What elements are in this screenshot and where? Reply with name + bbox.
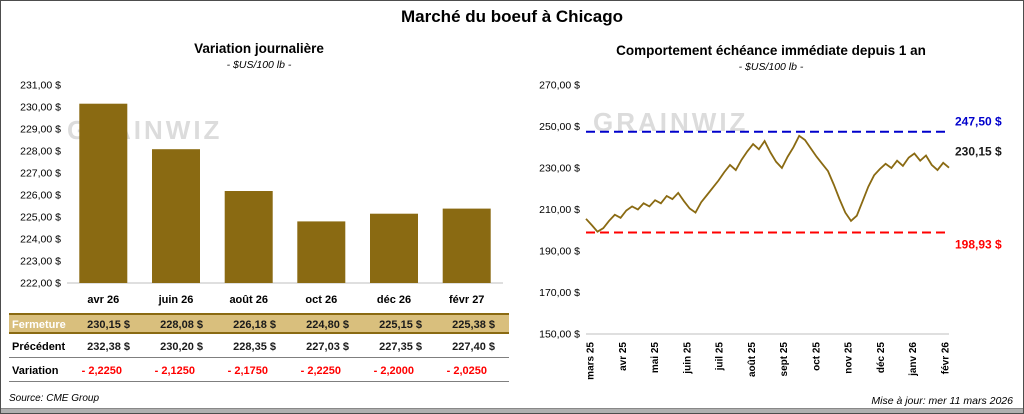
x-tick-label: déc 26 — [377, 294, 411, 306]
x-tick-label: mai 25 — [650, 342, 661, 374]
table-cell: 227,40 $ — [452, 341, 495, 353]
y-tick-label: 224,00 $ — [20, 234, 61, 246]
y-tick-label: 230,00 $ — [539, 163, 580, 175]
price-bar — [152, 149, 200, 283]
y-tick-label: 231,00 $ — [20, 80, 61, 92]
x-tick-label: oct 26 — [305, 294, 337, 306]
price-bar — [79, 103, 128, 283]
x-tick-label: déc 25 — [876, 342, 887, 374]
row-label: Variation — [12, 365, 59, 377]
y-tick-label: 230,00 $ — [20, 102, 61, 114]
x-tick-label: juin 25 — [682, 342, 693, 375]
x-tick-label: avr 25 — [618, 342, 629, 371]
x-tick-label: avr 26 — [87, 294, 119, 306]
daily-variation-bar-chart: 231,00 $ 230,00 $ 229,00 $ 228,00 $ 227,00 $… — [20, 80, 503, 306]
left-chart-title: Variation journalière — [194, 41, 324, 56]
x-tick-label: févr 26 — [941, 342, 952, 375]
y-tick-label: 228,00 $ — [20, 146, 61, 158]
x-tick-label: mars 25 — [586, 342, 597, 380]
table-cell: - 2,0250 — [446, 365, 487, 377]
y-tick-label: 225,00 $ — [20, 212, 61, 224]
source-label: Source: CME Group — [9, 393, 100, 404]
table-cell: - 2,1750 — [227, 365, 268, 377]
x-tick-label: juin 26 — [158, 294, 194, 306]
y-tick-label: 227,00 $ — [20, 168, 61, 180]
table-cell: 227,03 $ — [306, 341, 349, 353]
left-chart-subtitle: - $US/100 lb - — [226, 59, 292, 71]
x-tick-label: janv 26 — [908, 342, 919, 377]
y-tick-label: 250,00 $ — [539, 121, 580, 133]
table-cell: - 2,2000 — [373, 365, 414, 377]
table-cell: 224,80 $ — [306, 319, 349, 331]
table-cell: 225,38 $ — [452, 319, 495, 331]
row-label: Précédent — [12, 341, 66, 353]
right-chart-title: Comportement échéance immédiate depuis 1… — [616, 43, 926, 58]
y-tick-label: 210,00 $ — [539, 204, 580, 216]
y-tick-label: 223,00 $ — [20, 256, 61, 268]
x-tick-label: nov 25 — [844, 342, 855, 374]
low-ref-label: 198,93 $ — [955, 238, 1002, 252]
price-bar — [297, 221, 346, 283]
bottom-edge — [1, 408, 1023, 413]
price-bar — [224, 191, 273, 283]
y-tick-label: 190,00 $ — [539, 246, 580, 258]
table-cell: 232,38 $ — [87, 341, 130, 353]
table-cell: 230,15 $ — [87, 319, 130, 331]
page-title: Marché du boeuf à Chicago — [401, 7, 623, 26]
y-tick-label: 226,00 $ — [20, 190, 61, 202]
price-line — [585, 134, 950, 233]
price-table: Fermeture 230,15 $ 228,08 $ 226,18 $ 224,80 … — [9, 313, 509, 385]
table-cell: - 2,2250 — [81, 365, 122, 377]
price-bar — [442, 208, 491, 283]
table-cell: 225,15 $ — [379, 319, 422, 331]
y-tick-label: 270,00 $ — [539, 81, 580, 92]
x-tick-label: août 25 — [747, 342, 758, 377]
x-tick-label: sept 25 — [779, 342, 790, 377]
x-tick-label: juil 25 — [715, 342, 726, 372]
table-cell: - 2,1250 — [154, 365, 195, 377]
y-tick-label: 150,00 $ — [539, 329, 580, 341]
x-tick-label: oct 25 — [811, 342, 822, 371]
y-tick-label: 170,00 $ — [539, 287, 580, 299]
updated-label: Mise à jour: mer 11 mars 2026 — [871, 395, 1013, 407]
table-cell: 228,35 $ — [233, 341, 276, 353]
table-cell: - 2,2250 — [300, 365, 341, 377]
high-ref-label: 247,50 $ — [955, 115, 1002, 129]
table-cell: 228,08 $ — [160, 319, 203, 331]
last-price-label: 230,15 $ — [955, 145, 1002, 159]
y-tick-label: 229,00 $ — [20, 124, 61, 136]
y-tick-label: 222,00 $ — [20, 278, 61, 290]
table-row-2: Variation - 2,2250 - 2,1250 - 2,1750 - 2,225… — [9, 361, 509, 382]
price-bar — [370, 213, 418, 283]
table-cell: 230,20 $ — [160, 341, 203, 353]
right-chart-subtitle: - $US/100 lb - — [738, 61, 804, 73]
table-cell: 226,18 $ — [233, 319, 276, 331]
x-tick-label: août 26 — [229, 294, 268, 306]
table-row-1: Précédent 232,38 $ 230,20 $ 228,35 $ 227,03 … — [9, 337, 509, 358]
row-label: Fermeture — [12, 319, 66, 331]
front-month-line-chart: 270,00 $ 250,00 $ 230,00 $ 210,00 $ 190,00 $… — [539, 81, 1002, 380]
x-tick-label: févr 27 — [449, 294, 484, 306]
table-cell: 227,35 $ — [379, 341, 422, 353]
table-row-0: Fermeture 230,15 $ 228,08 $ 226,18 $ 224,80 … — [9, 313, 509, 334]
